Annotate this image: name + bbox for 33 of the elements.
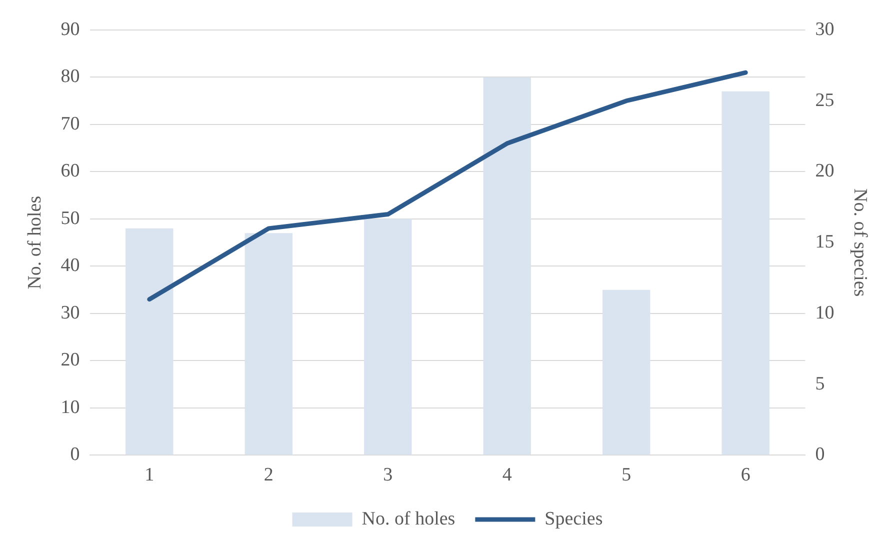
y-tick-label: 30 [60, 302, 80, 324]
y2-tick-label: 30 [815, 18, 834, 40]
bar [364, 218, 412, 455]
y-tick-label: 90 [60, 18, 80, 40]
y2-tick-label: 10 [815, 302, 834, 324]
y-tick-label: 80 [60, 66, 80, 88]
y2-tick-label: 25 [815, 90, 834, 111]
y-tick-label: 10 [60, 396, 80, 418]
bar [602, 290, 650, 455]
y2-axis-title: No. of species [850, 188, 871, 297]
y-axis-title: No. of holes [24, 196, 46, 290]
bar [722, 91, 770, 455]
x-tick-label: 3 [383, 464, 393, 486]
y-tick-label: 20 [60, 350, 80, 371]
x-tick-label: 2 [264, 464, 274, 486]
y-tick-label: 40 [60, 255, 80, 276]
y-tick-label: 60 [60, 160, 80, 182]
x-tick-label: 6 [740, 464, 750, 486]
x-tick-label: 1 [144, 464, 154, 486]
bar [126, 228, 174, 455]
bar [244, 233, 292, 455]
legend-label: Species [544, 508, 603, 530]
legend-label: No. of holes [362, 508, 456, 530]
bar [483, 77, 531, 455]
y2-tick-label: 15 [815, 232, 834, 253]
y2-tick-label: 5 [815, 373, 825, 394]
y-tick-label: 50 [60, 208, 80, 229]
x-tick-label: 5 [622, 464, 632, 486]
y-tick-label: 0 [70, 444, 80, 466]
y-tick-label: 70 [60, 113, 80, 134]
x-tick-label: 4 [502, 464, 512, 486]
y2-tick-label: 0 [815, 444, 825, 466]
y2-tick-label: 20 [815, 160, 834, 182]
